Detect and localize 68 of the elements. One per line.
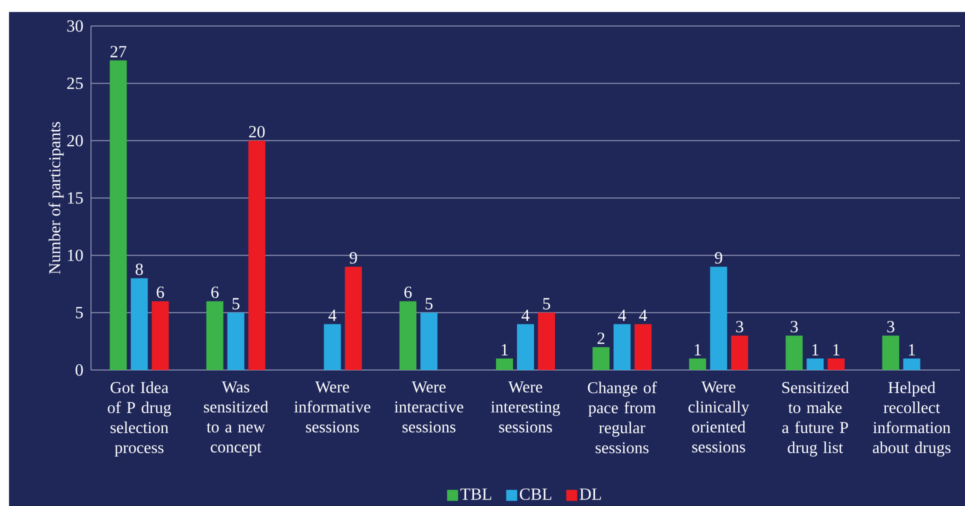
bar xyxy=(248,140,266,370)
x-tick-label: Were interesting sessions xyxy=(491,382,560,432)
data-label: 6 xyxy=(404,286,412,298)
data-label: 6 xyxy=(211,286,219,298)
legend-label: DL xyxy=(580,488,601,500)
bar xyxy=(634,324,652,370)
bar xyxy=(344,266,362,370)
data-label: 3 xyxy=(790,320,798,332)
y-tick-label: 20 xyxy=(67,134,83,146)
x-tick-label: Were interactive sessions xyxy=(394,382,464,432)
bar xyxy=(227,312,244,370)
bar xyxy=(538,312,555,370)
y-tick-label: 0 xyxy=(76,364,83,376)
data-label: 9 xyxy=(714,252,722,264)
data-label: 4 xyxy=(639,310,648,321)
bar xyxy=(710,266,728,370)
bar xyxy=(399,301,416,370)
data-label: 1 xyxy=(694,344,701,356)
data-label: 9 xyxy=(350,252,357,264)
bar xyxy=(152,301,169,370)
data-label: 4 xyxy=(328,310,336,321)
x-tick-label: Got Idea of P drug selection process xyxy=(108,382,172,456)
data-label: 1 xyxy=(502,344,508,356)
x-tick-label: Were clinically oriented sessions xyxy=(688,382,750,452)
data-label: 4 xyxy=(618,310,626,321)
bar xyxy=(324,324,341,370)
data-label: 5 xyxy=(543,298,550,310)
data-label: 3 xyxy=(887,320,894,332)
bar xyxy=(882,336,900,370)
x-tick-label: Change of pace from regular sessions xyxy=(588,382,657,454)
legend-label: CBL xyxy=(520,488,552,500)
y-tick-label: 5 xyxy=(76,307,83,318)
data-label: 4 xyxy=(522,310,530,321)
bar xyxy=(496,358,513,370)
data-label: 5 xyxy=(426,298,433,310)
bar xyxy=(517,324,534,370)
data-label: 5 xyxy=(232,298,240,310)
y-tick-label: 30 xyxy=(67,20,83,32)
data-label: 27 xyxy=(110,46,126,58)
bar xyxy=(731,336,748,370)
y-tick-label: 10 xyxy=(68,250,83,262)
bar xyxy=(903,358,920,370)
data-label: 20 xyxy=(249,126,265,138)
x-tick-label: Sensitized to make a future P drug list xyxy=(782,382,849,457)
bar xyxy=(110,60,127,370)
data-label: 1 xyxy=(812,344,818,356)
bar xyxy=(420,312,438,370)
bar xyxy=(828,358,845,370)
bar xyxy=(689,358,706,370)
bar xyxy=(806,358,824,370)
x-tick-label: Were informative sessions xyxy=(294,382,370,432)
data-label: 8 xyxy=(136,264,143,276)
data-label: 1 xyxy=(908,344,915,356)
x-tick-label: Was sensitized to a new concept xyxy=(204,382,268,456)
legend-label: TBL xyxy=(460,488,492,500)
y-tick-label: 15 xyxy=(68,192,83,204)
bar xyxy=(592,347,610,370)
y-tick-label: 25 xyxy=(67,78,83,90)
data-label: 2 xyxy=(598,332,604,344)
data-label: 3 xyxy=(736,320,744,332)
y-axis-title: Number of participants xyxy=(48,122,64,274)
data-label: 6 xyxy=(156,286,164,298)
bar xyxy=(206,301,224,370)
data-label: 1 xyxy=(833,344,840,356)
bar xyxy=(614,324,631,370)
bar xyxy=(130,278,148,370)
bar xyxy=(786,336,803,370)
x-tick-label: Helped recollect information about drugs xyxy=(872,382,951,457)
